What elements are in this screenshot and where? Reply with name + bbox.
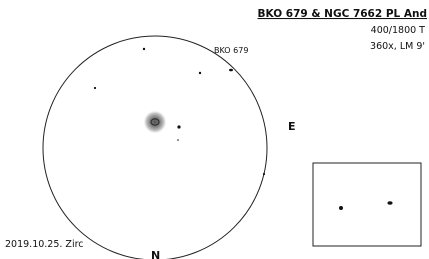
inset-box: [313, 163, 421, 246]
nebula-halo: [143, 110, 167, 134]
sketch: BKO 679 & NGC 7662 PL And 400/1800 T 360…: [0, 0, 429, 259]
date-label: 2019.10.25. Zirc: [5, 239, 84, 250]
star: [263, 173, 265, 175]
star: [177, 125, 180, 128]
inset-star: [387, 201, 392, 205]
star: [177, 139, 179, 141]
star: [229, 69, 233, 72]
star: [199, 72, 201, 74]
inset-star: [339, 206, 343, 210]
info-line: 360x, LM 9': [370, 41, 425, 52]
info-line: 400/1800 T: [371, 25, 426, 36]
east-label: E: [288, 120, 296, 133]
title: BKO 679 & NGC 7662 PL And: [258, 8, 427, 20]
star-label: BKO 679: [214, 46, 248, 55]
star: [143, 48, 145, 50]
north-label: N: [151, 249, 160, 259]
star: [94, 87, 96, 89]
